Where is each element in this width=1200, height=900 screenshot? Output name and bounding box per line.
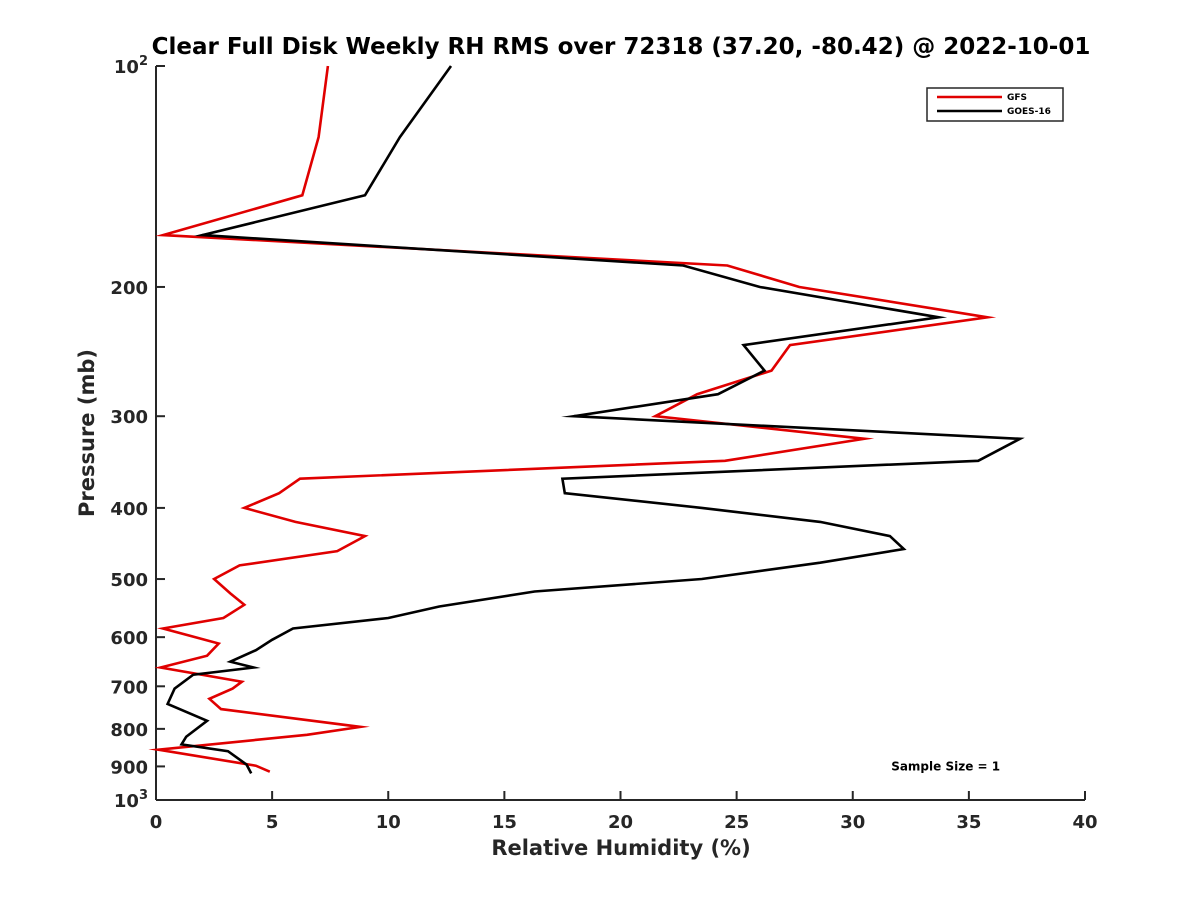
x-tick-label: 20 <box>608 812 633 833</box>
x-tick-label: 5 <box>266 812 279 833</box>
y-tick-label: 102 <box>114 54 148 78</box>
x-tick-label: 30 <box>840 812 865 833</box>
y-tick-label: 700 <box>110 677 148 698</box>
legend-label: GOES-16 <box>1007 107 1051 117</box>
y-axis-label: Pressure (mb) <box>75 349 99 517</box>
y-tick-label: 600 <box>110 628 148 649</box>
y-tick-label: 300 <box>110 407 148 428</box>
x-axis-label: Relative Humidity (%) <box>491 836 750 860</box>
x-tick-label: 25 <box>724 812 749 833</box>
legend: GFS GOES-16 <box>926 87 1064 122</box>
y-tick-label: 900 <box>110 757 148 778</box>
y-tick-label: 400 <box>110 499 148 520</box>
series-line-goes16 <box>165 65 1025 775</box>
series-layer <box>148 65 1025 775</box>
legend-label: GFS <box>1007 93 1027 103</box>
legend-box <box>926 87 1064 122</box>
sample-size-annotation: Sample Size = 1 <box>891 759 1000 773</box>
x-tick-label: 15 <box>492 812 517 833</box>
chart-title: Clear Full Disk Weekly RH RMS over 72318… <box>152 34 1091 60</box>
y-tick-label: 500 <box>110 570 148 591</box>
x-tick-label: 35 <box>956 812 981 833</box>
x-tick-label: 0 <box>150 812 163 833</box>
y-tick-label: 103 <box>114 788 148 812</box>
x-tick-label: 40 <box>1072 812 1097 833</box>
annotations: Sample Size = 1 <box>891 759 1000 773</box>
y-tick-label: 800 <box>110 720 148 741</box>
y-tick-label: 200 <box>110 278 148 299</box>
plot-axes: 0 5 10 15 20 25 30 35 40 102 200 300 400 500 600 700 800… <box>110 54 1097 833</box>
x-tick-label: 10 <box>376 812 401 833</box>
series-line-gfs <box>148 65 997 773</box>
